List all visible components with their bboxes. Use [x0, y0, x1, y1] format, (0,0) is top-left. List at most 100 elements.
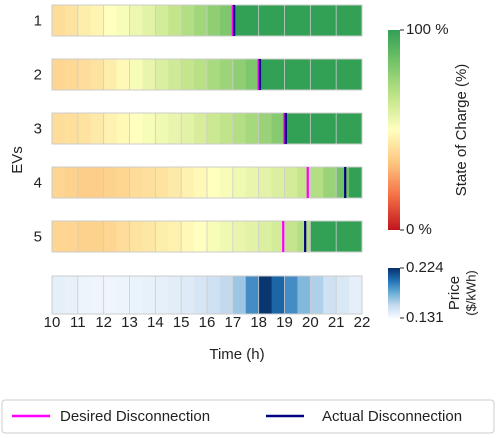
heat-cell — [116, 276, 130, 314]
heat-cell — [129, 5, 143, 36]
y-axis-label: EVs — [9, 146, 26, 174]
heat-cell — [181, 59, 195, 90]
price-colorbar — [388, 268, 400, 318]
heat-cell — [64, 221, 79, 252]
heat-cell — [64, 59, 79, 90]
heat-cell — [323, 221, 337, 252]
heat-cell — [116, 167, 130, 198]
heat-cell — [52, 113, 66, 144]
heat-cell — [103, 113, 117, 144]
heat-cell — [64, 276, 79, 314]
heat-cell — [297, 113, 311, 144]
heat-cell — [168, 5, 182, 36]
heat-cell — [90, 113, 105, 144]
heat-cell — [284, 221, 298, 252]
heat-cell — [245, 5, 260, 36]
heat-cell — [207, 167, 221, 198]
heat-cell — [323, 276, 337, 314]
heat-cell — [271, 59, 285, 90]
colorbar-tick-label: 0.131 — [406, 309, 444, 326]
heat-cell — [349, 59, 363, 90]
heat-cell — [349, 276, 363, 314]
heat-cell — [90, 59, 105, 90]
heat-cell — [284, 276, 298, 314]
heat-cell — [194, 276, 208, 314]
heat-cell — [310, 5, 324, 36]
x-tick-label: 18 — [250, 314, 267, 331]
heat-cell — [258, 167, 272, 198]
heat-cell — [271, 221, 285, 252]
heat-cell — [129, 276, 143, 314]
heat-cell — [207, 113, 221, 144]
heat-cell — [310, 167, 324, 198]
heat-cell — [245, 167, 260, 198]
heat-cell — [219, 113, 234, 144]
heat-cell — [271, 167, 285, 198]
heat-cell — [297, 59, 311, 90]
heat-cell — [219, 221, 234, 252]
heat-cell — [155, 167, 169, 198]
heat-cell — [323, 113, 337, 144]
row-label: 1 — [34, 12, 42, 29]
x-tick-label: 16 — [199, 314, 216, 331]
soc-colorbar-label: State of Charge (%) — [453, 64, 470, 197]
heat-cell — [129, 113, 143, 144]
heat-cell — [181, 5, 195, 36]
heat-cell — [77, 113, 92, 144]
strip-frame — [51, 166, 363, 199]
heat-cell — [349, 113, 363, 144]
heat-cell — [52, 5, 66, 36]
heat-cell — [155, 221, 169, 252]
heat-cell — [349, 167, 363, 198]
heat-cell — [297, 276, 311, 314]
heat-cell — [103, 276, 117, 314]
heat-cell — [245, 113, 260, 144]
x-tick-label: 22 — [354, 314, 371, 331]
heat-cell — [64, 113, 79, 144]
heat-cell — [155, 5, 169, 36]
x-tick-label: 17 — [224, 314, 241, 331]
heat-cell — [323, 59, 337, 90]
heat-cell — [349, 221, 363, 252]
colorbar-tick-label: 0 % — [406, 221, 432, 238]
heat-cell — [168, 167, 182, 198]
legend-label: Desired Disconnection — [60, 408, 210, 425]
heat-cell — [194, 5, 208, 36]
strip-frame — [51, 275, 363, 315]
heat-cell — [232, 5, 247, 36]
heat-cell — [90, 276, 105, 314]
strip-frame — [51, 4, 363, 37]
heat-cell — [219, 5, 234, 36]
heat-cell — [232, 276, 247, 314]
heat-cell — [245, 276, 260, 314]
heat-cell — [336, 167, 350, 198]
heat-cell — [297, 5, 311, 36]
heat-cell — [168, 113, 182, 144]
heat-cell — [284, 113, 298, 144]
heat-cell — [142, 221, 156, 252]
heat-cell — [168, 59, 182, 90]
heat-cell — [142, 113, 156, 144]
heat-cell — [181, 167, 195, 198]
heat-cell — [103, 167, 117, 198]
heat-cell — [310, 59, 324, 90]
soc-colorbar — [388, 30, 400, 230]
heat-cell — [52, 59, 66, 90]
price-colorbar-label: Price — [446, 276, 463, 310]
heat-cell — [129, 221, 143, 252]
heat-cell — [258, 113, 272, 144]
x-tick-label: 20 — [302, 314, 319, 331]
heat-cell — [232, 167, 247, 198]
heat-cell — [155, 59, 169, 90]
heat-cell — [336, 113, 350, 144]
heat-cell — [116, 59, 130, 90]
heat-cell — [64, 167, 79, 198]
legend-label: Actual Disconnection — [322, 408, 462, 425]
heat-cell — [310, 113, 324, 144]
heat-cell — [181, 113, 195, 144]
heat-cell — [103, 59, 117, 90]
x-tick-label: 19 — [276, 314, 293, 331]
heat-cell — [194, 59, 208, 90]
heat-cell — [64, 5, 79, 36]
heat-cell — [207, 5, 221, 36]
